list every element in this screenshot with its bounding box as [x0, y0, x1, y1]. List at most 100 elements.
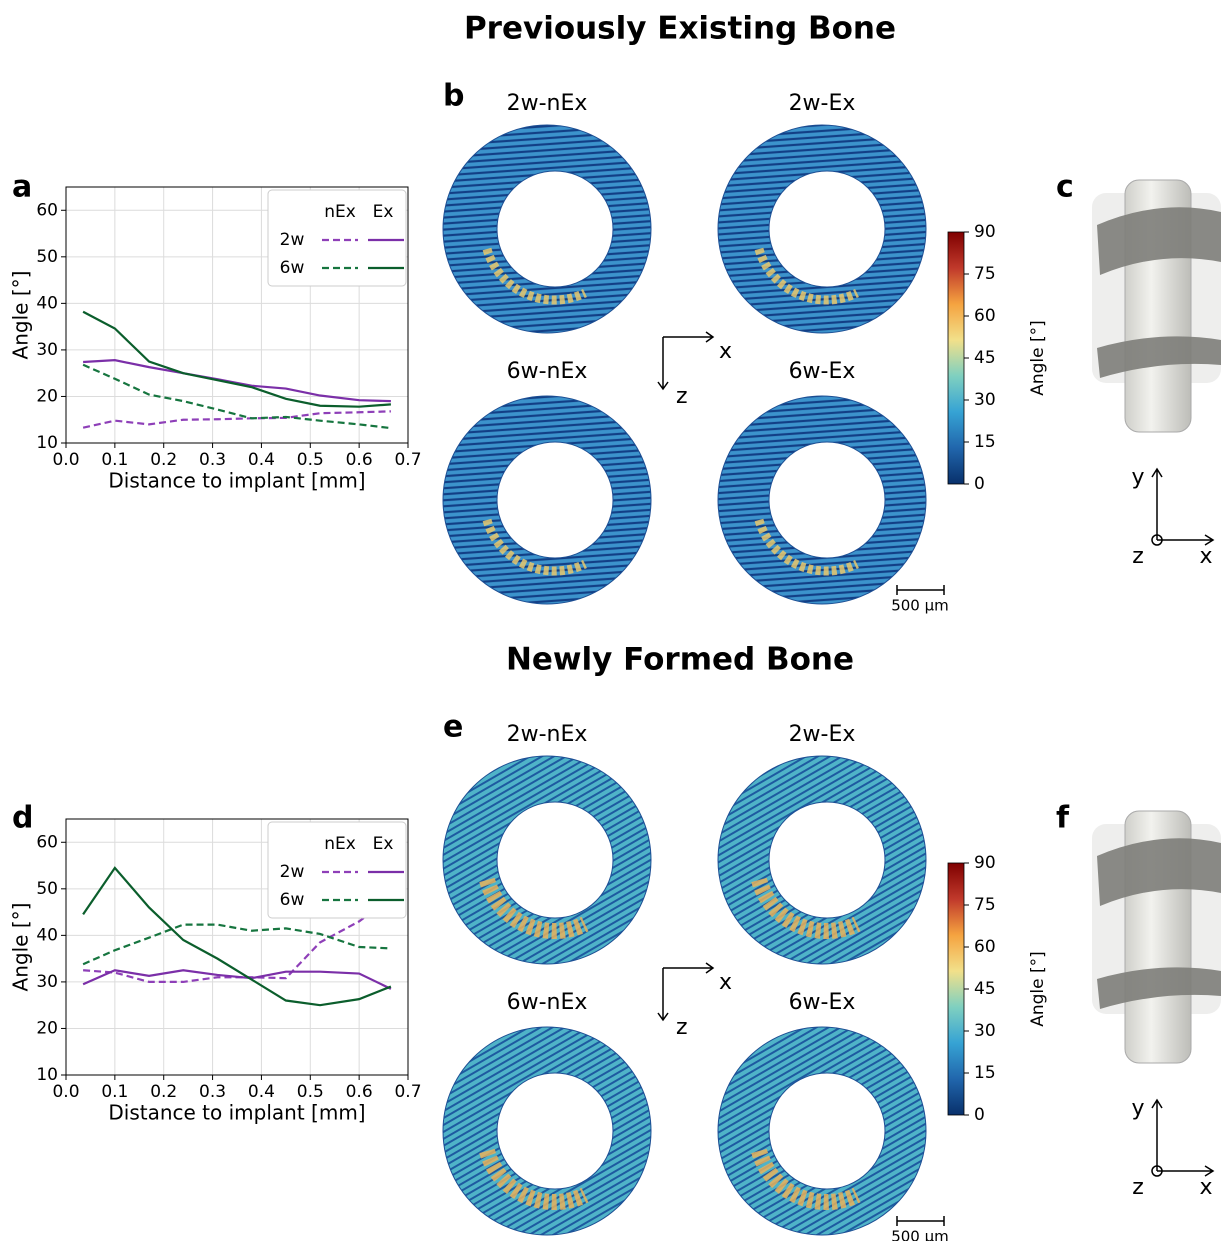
- axis-name: y: [1131, 1096, 1144, 1121]
- axis-arrow: [657, 331, 715, 391]
- x-tick-label: 0.6: [346, 450, 373, 470]
- legend: nEx Ex 2w 6w: [267, 821, 407, 919]
- axis-arrow: [1151, 1098, 1215, 1177]
- plot-frame: [65, 818, 409, 1076]
- ring-title: 2w-Ex: [789, 91, 856, 116]
- colorbar-tick-label: 0: [974, 474, 985, 494]
- y-tick-label: 60: [36, 200, 58, 220]
- panel-label: d: [12, 801, 33, 836]
- x-tick-label: 0.6: [346, 1082, 373, 1102]
- fiber-ring: [442, 395, 652, 605]
- x-tick-label: 0.7: [394, 1082, 421, 1102]
- x-tick-label: 0.0: [52, 450, 79, 470]
- fiber-highlight: [751, 877, 861, 940]
- colorbar-tick-label: 45: [974, 979, 996, 999]
- colorbar: [947, 231, 965, 485]
- legend-row: 6w: [280, 258, 305, 278]
- y-tick-label: 30: [36, 340, 58, 360]
- data-line: [82, 923, 391, 966]
- section-heading: Newly Formed Bone: [506, 642, 854, 678]
- y-axis-label: Angle [°]: [9, 271, 33, 360]
- panel-label: f: [1056, 801, 1070, 836]
- axis-name: z: [676, 1015, 688, 1040]
- colorbar-tick-label: 30: [974, 390, 996, 410]
- ring-title: 6w-Ex: [789, 990, 856, 1015]
- data-line: [82, 363, 392, 430]
- x-tick-label: 0.4: [248, 1082, 275, 1102]
- data-line: [83, 897, 392, 984]
- ring-title: 2w-nEx: [507, 91, 588, 116]
- bone-band: [1097, 207, 1221, 275]
- axis-name: z: [1132, 544, 1144, 569]
- fiber-highlight: [482, 247, 587, 305]
- panel-label: c: [1056, 170, 1074, 205]
- legend-box: [267, 821, 407, 919]
- colorbar-label: Angle [°]: [1028, 320, 1048, 396]
- x-tick-label: 0.2: [150, 450, 177, 470]
- axis-arrow: [1151, 467, 1215, 546]
- ring-title: 2w-nEx: [507, 722, 588, 747]
- colorbar-tick-label: 60: [974, 306, 996, 326]
- x-tick-label: 0.1: [101, 450, 128, 470]
- y-tick-label: 40: [36, 293, 58, 313]
- y-tick-label: 60: [36, 832, 58, 852]
- ring-title: 6w-Ex: [789, 359, 856, 384]
- colorbar-tick-label: 30: [974, 1021, 996, 1041]
- x-tick-label: 0.5: [297, 1082, 324, 1102]
- colorbar: [947, 862, 965, 1116]
- legend-column: Ex: [373, 202, 394, 222]
- ring-title: 6w-nEx: [507, 990, 588, 1015]
- data-line: [83, 359, 391, 403]
- legend-column: Ex: [373, 834, 394, 854]
- x-tick-label: 0.4: [248, 450, 275, 470]
- colorbar-tick-label: 75: [974, 895, 996, 915]
- scale-bar-label: 500 µm: [891, 597, 949, 615]
- axis-name: x: [1199, 544, 1212, 569]
- fiber-ring: [442, 124, 652, 334]
- colorbar-tick-label: 60: [974, 937, 996, 957]
- y-tick-label: 50: [36, 879, 58, 899]
- y-tick-label: 40: [36, 925, 58, 945]
- axis-arrow: [657, 962, 715, 1022]
- axis-name: z: [676, 384, 688, 409]
- fiber-highlight: [482, 518, 587, 576]
- colorbar-tick-label: 90: [974, 222, 996, 242]
- scale-bar-label: 500 µm: [891, 1228, 949, 1241]
- axis-name: y: [1131, 465, 1144, 490]
- fiber-highlight: [479, 877, 589, 940]
- fiber-highlight: [751, 1148, 861, 1211]
- panel-label: e: [443, 710, 463, 745]
- data-line: [82, 410, 391, 429]
- scale-bar: [896, 1216, 945, 1226]
- ring-title: 2w-Ex: [789, 722, 856, 747]
- section-heading: Previously Existing Bone: [464, 11, 896, 47]
- data-line: [82, 866, 392, 1007]
- legend-row: 2w: [280, 862, 305, 882]
- fiber-highlight: [479, 1148, 589, 1211]
- data-line: [82, 310, 391, 408]
- x-tick-label: 0.3: [199, 450, 226, 470]
- colorbar-label: Angle [°]: [1028, 951, 1048, 1027]
- colorbar-tick-label: 15: [974, 432, 996, 452]
- fiber-highlight: [754, 247, 859, 305]
- scale-bar: [896, 585, 945, 595]
- fiber-ring: [717, 755, 927, 965]
- colorbar-tick-label: 75: [974, 264, 996, 284]
- x-axis-label: Distance to implant [mm]: [108, 1101, 365, 1125]
- fiber-ring: [442, 755, 652, 965]
- legend-column: nEx: [324, 834, 356, 854]
- axis-name: z: [1132, 1175, 1144, 1200]
- legend-row: 6w: [280, 890, 305, 910]
- y-tick-label: 30: [36, 972, 58, 992]
- legend-box: [267, 189, 407, 287]
- axis-origin: [1151, 534, 1163, 546]
- implant-render: [1092, 810, 1221, 1064]
- x-tick-label: 0.1: [101, 1082, 128, 1102]
- legend: nEx Ex 2w 6w: [267, 189, 407, 287]
- bone-band: [1097, 336, 1221, 378]
- x-axis-label: Distance to implant [mm]: [108, 469, 365, 493]
- fiber-ring: [717, 1026, 927, 1236]
- legend-column: nEx: [324, 202, 356, 222]
- axis-name: x: [719, 970, 732, 995]
- y-tick-label: 20: [36, 386, 58, 406]
